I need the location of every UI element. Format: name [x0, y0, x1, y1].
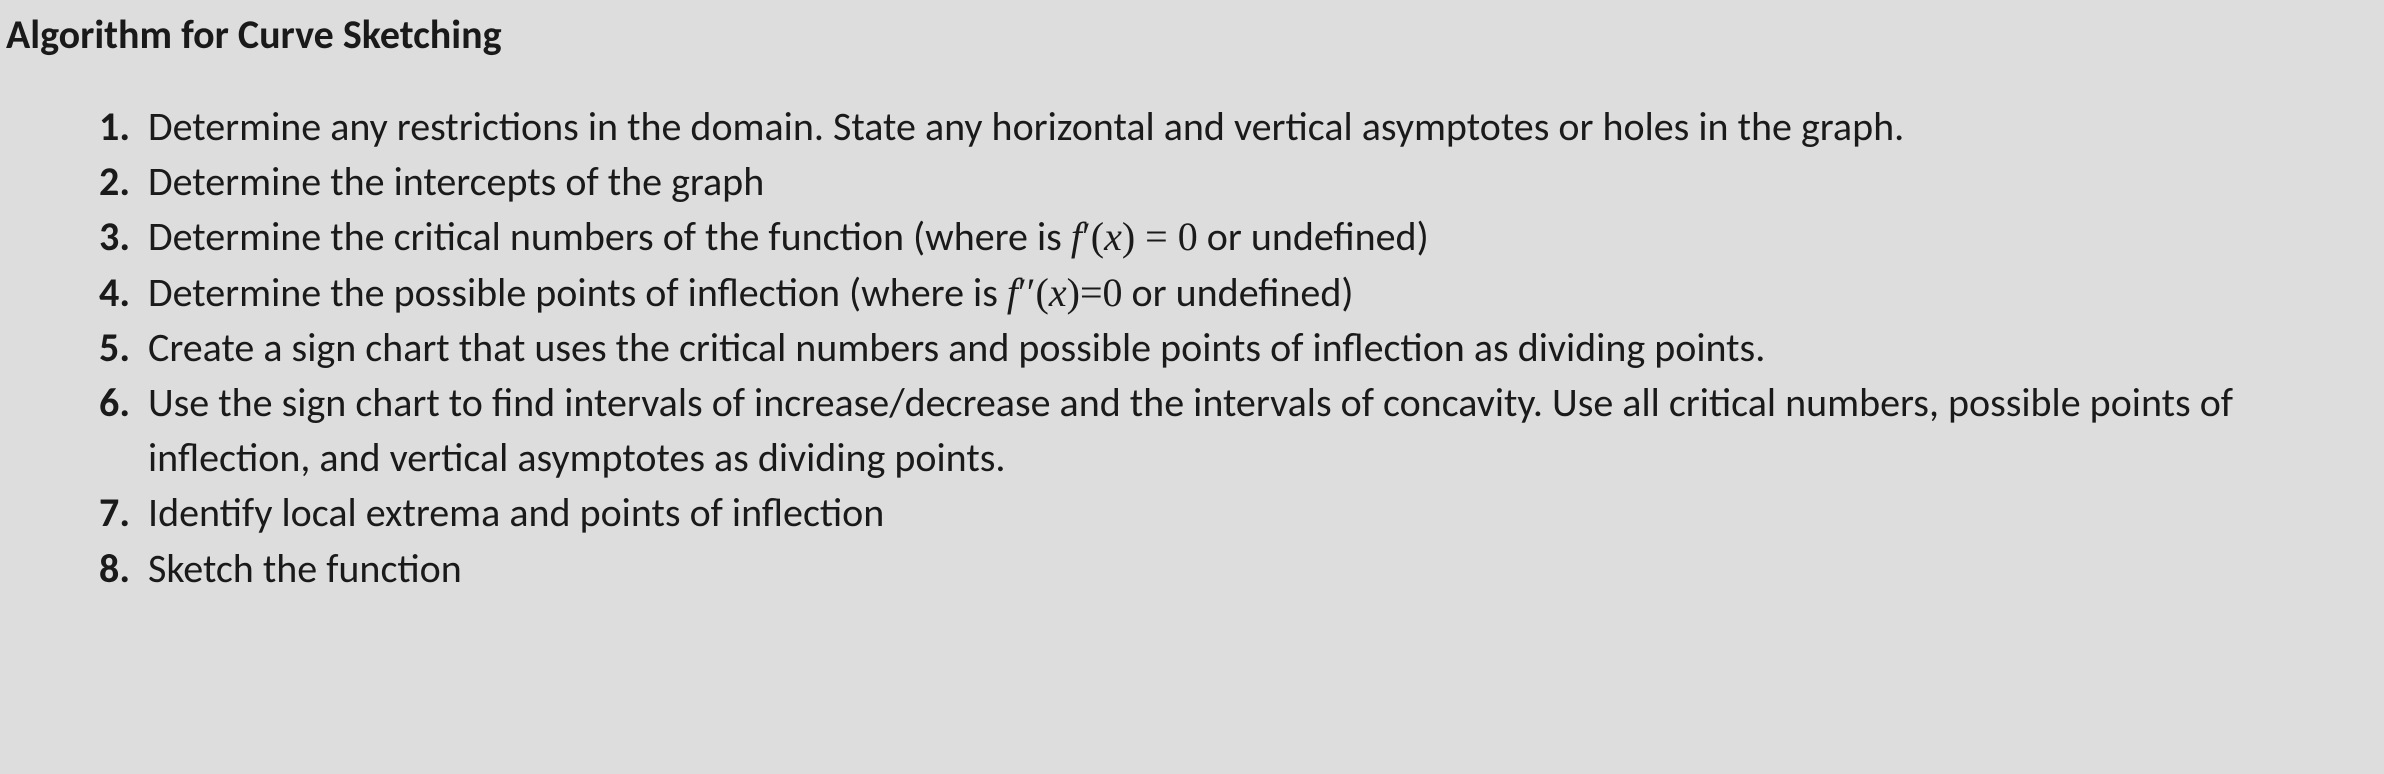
step-item: Use the sign chart to find intervals of … — [148, 375, 2384, 485]
step-text-pre: Determine the critical numbers of the fu… — [148, 212, 1071, 261]
step-item: Identify local extrema and points of inf… — [148, 485, 2384, 540]
step-text: Use the sign chart to find intervals of … — [148, 378, 2233, 482]
step-item: Determine any restrictions in the domain… — [148, 99, 2384, 154]
step-item: Determine the intercepts of the graph — [148, 154, 2384, 209]
math-expression: f′(x) — [1071, 214, 1135, 259]
step-text: Determine the intercepts of the graph — [148, 157, 764, 206]
step-text: Identify local extrema and points of inf… — [148, 488, 884, 537]
step-text-post: or undefined) — [1198, 212, 1429, 261]
math-eq: =0 — [1080, 270, 1123, 315]
step-item: Create a sign chart that uses the critic… — [148, 320, 2384, 375]
section-heading: Algorithm for Curve Sketching — [6, 10, 2384, 59]
math-expression: f′′(x) — [1007, 270, 1080, 315]
step-text: Create a sign chart that uses the critic… — [148, 323, 1765, 372]
step-text-post: or undefined) — [1123, 268, 1354, 317]
document-container: Algorithm for Curve Sketching Determine … — [0, 0, 2384, 596]
step-text: Sketch the function — [148, 544, 462, 593]
step-text-pre: Determine the possible points of inflect… — [148, 268, 1007, 317]
step-item: Determine the possible points of inflect… — [148, 265, 2384, 320]
step-item: Determine the critical numbers of the fu… — [148, 209, 2384, 264]
algorithm-steps-list: Determine any restrictions in the domain… — [0, 99, 2384, 596]
step-item: Sketch the function — [148, 541, 2384, 596]
math-eq: = 0 — [1135, 214, 1198, 259]
step-text: Determine any restrictions in the domain… — [148, 102, 1904, 151]
